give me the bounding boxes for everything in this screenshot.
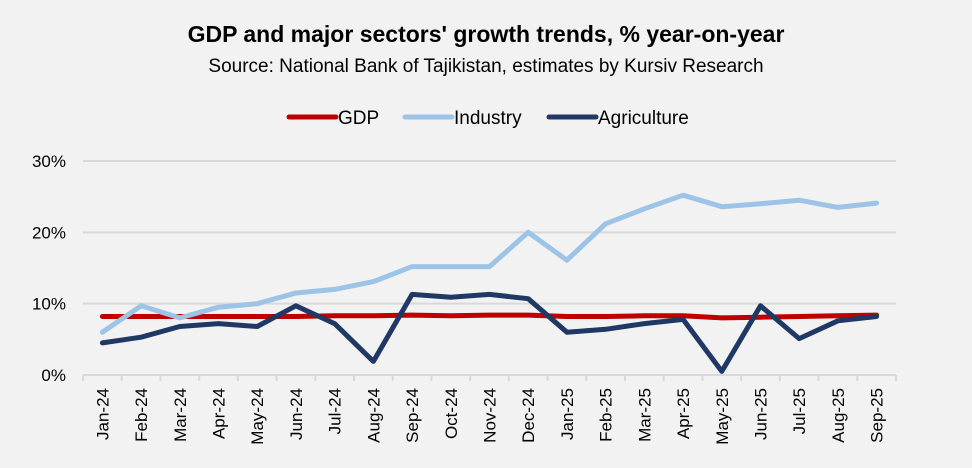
y-tick-label: 0%	[41, 366, 66, 385]
x-tick-label: Sep-25	[868, 388, 887, 443]
y-tick-label: 30%	[32, 152, 66, 171]
y-tick-label: 10%	[32, 295, 66, 314]
x-tick-label: Feb-25	[597, 388, 616, 442]
x-tick-label: May-25	[713, 388, 732, 445]
x-tick-label: Jun-24	[287, 388, 306, 440]
x-tick-label: Jan-25	[558, 388, 577, 440]
chart-title: GDP and major sectors' growth trends, % …	[188, 21, 785, 47]
series-line-industry	[99, 192, 880, 335]
x-tick-label: Sep-24	[403, 388, 422, 443]
x-tick-label: Aug-25	[829, 388, 848, 443]
x-tick-label: Feb-24	[132, 388, 151, 442]
legend-label-gdp: GDP	[338, 108, 379, 129]
chart-subtitle: Source: National Bank of Tajikistan, est…	[208, 56, 763, 77]
x-tick-label: Dec-24	[519, 388, 538, 443]
y-tick-label: 20%	[32, 223, 66, 242]
legend: GDP Industry Agriculture	[286, 108, 689, 129]
x-tick-label: Mar-25	[635, 388, 654, 442]
x-tick-label: Apr-24	[210, 388, 229, 439]
x-tick-label: Jul-25	[790, 388, 809, 434]
legend-label-agriculture: Agriculture	[598, 108, 689, 129]
legend-label-industry: Industry	[454, 108, 522, 129]
x-tick-label: Jan-24	[93, 388, 112, 440]
x-tick-label: Oct-24	[442, 388, 461, 439]
x-tick-label: Jul-24	[326, 388, 345, 434]
x-tick-label: Aug-24	[364, 388, 383, 443]
x-tick-label: Apr-25	[674, 388, 693, 439]
series-lines	[99, 192, 880, 374]
x-tick-label: May-24	[248, 388, 267, 445]
x-tick-label: Mar-24	[171, 388, 190, 442]
x-tick-label: Nov-24	[481, 388, 500, 443]
x-tick-label: Jun-25	[752, 388, 771, 440]
y-axis: 0% 10% 20% 30%	[32, 152, 66, 385]
x-axis: Jan-24 Feb-24 Mar-24 Apr-24 May-24 Jun-24 Jul-…	[82, 375, 897, 445]
gridlines	[83, 160, 896, 376]
